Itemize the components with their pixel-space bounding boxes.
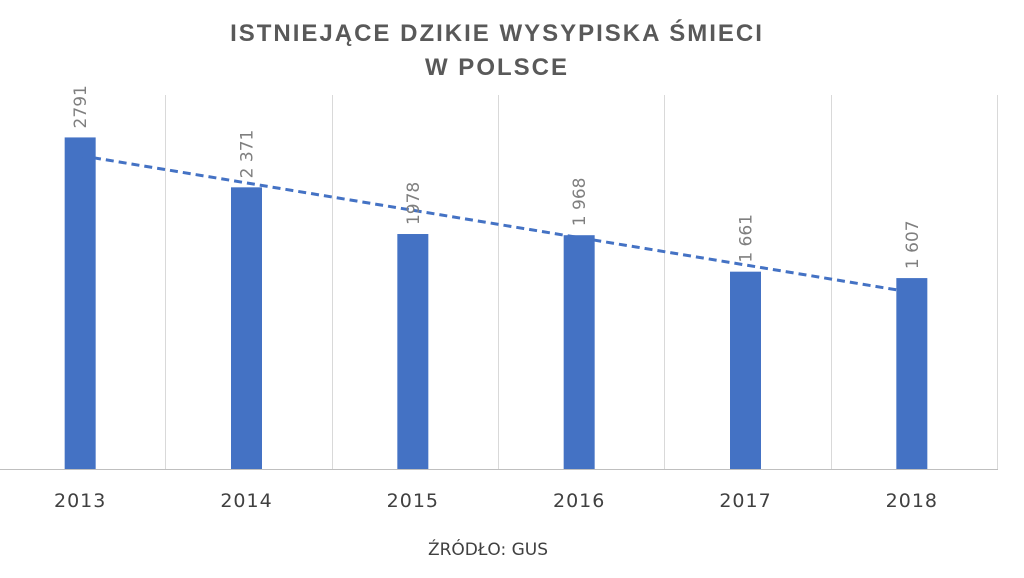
trendline [79, 154, 913, 294]
data-labels: 2791 2 371 1978 1 968 1 661 1 607 [71, 85, 923, 269]
chart-title-line-1: ISTNIEJĄCE DZIKIE WYSYPISKA ŚMIECI [230, 19, 764, 47]
bar-2018 [896, 278, 928, 469]
bars [64, 137, 928, 469]
x-tick-2014: 2014 [220, 490, 272, 512]
data-label-2018: 1 607 [903, 220, 923, 269]
gridlines [165, 95, 998, 469]
x-tick-2017: 2017 [719, 490, 771, 512]
data-label-2015: 1978 [404, 182, 424, 225]
bar-2015 [397, 234, 429, 469]
x-tick-2016: 2016 [553, 490, 605, 512]
data-label-2013: 2791 [71, 85, 91, 128]
x-tick-2013: 2013 [54, 490, 106, 512]
bar-2016 [563, 235, 595, 469]
data-label-2016: 1 968 [570, 178, 590, 227]
data-label-2017: 1 661 [737, 214, 757, 263]
data-label-2014: 2 371 [238, 130, 258, 179]
x-axis-label: ŹRÓDŁO: GUS [428, 538, 548, 560]
bar-2017 [730, 271, 761, 469]
bar-2013 [64, 137, 96, 469]
x-tick-2018: 2018 [886, 490, 938, 512]
bar-2014 [231, 187, 262, 469]
chart-title-line-2: W POLSCE [425, 54, 569, 81]
x-tick-2015: 2015 [387, 490, 439, 512]
x-tick-labels: 2013 2014 2015 2016 2017 2018 [54, 490, 938, 512]
trendline-path [79, 154, 913, 294]
